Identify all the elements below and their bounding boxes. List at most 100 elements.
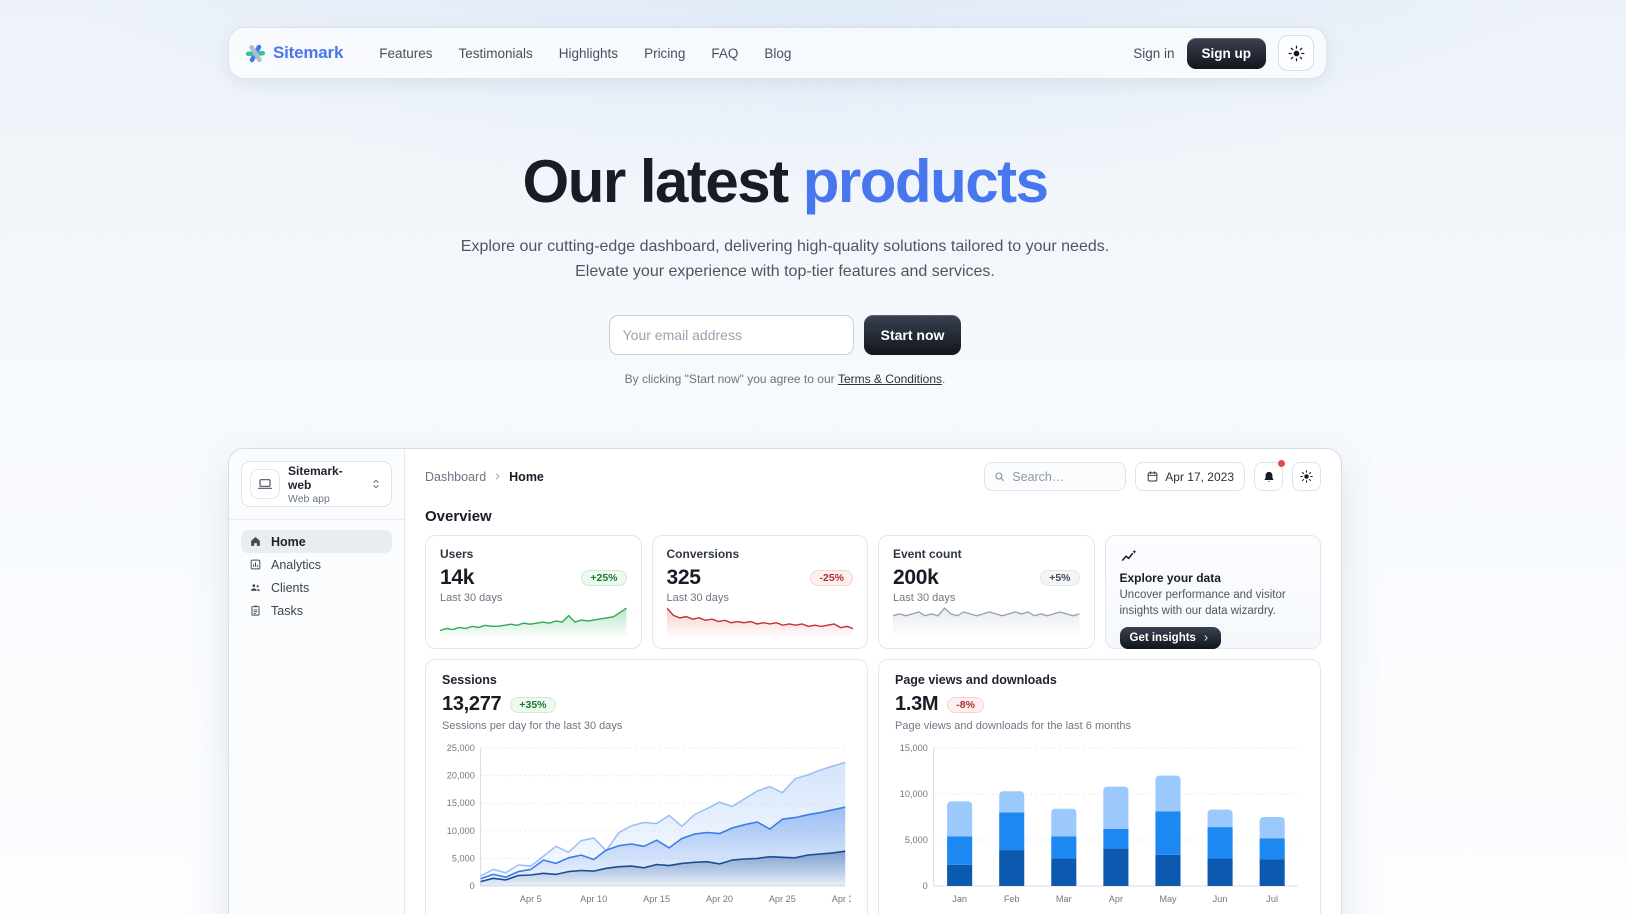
nav-link-testimonials[interactable]: Testimonials xyxy=(458,45,533,61)
brand-name: Sitemark xyxy=(273,43,344,62)
workspace-type: Web app xyxy=(288,492,330,505)
chevron-right-icon xyxy=(1201,633,1211,643)
notifications-button[interactable] xyxy=(1254,460,1285,491)
bell-icon xyxy=(1262,470,1276,484)
chart-subtitle: Page views and downloads for the last 6 … xyxy=(895,720,1132,732)
svg-text:Apr 10: Apr 10 xyxy=(580,894,607,904)
stat-value: 200k xyxy=(893,566,939,589)
breadcrumb-current: Home xyxy=(509,469,544,484)
sidebar-item-label: Analytics xyxy=(271,557,322,572)
svg-text:0: 0 xyxy=(923,881,928,891)
sun-icon xyxy=(1287,44,1306,63)
svg-text:May: May xyxy=(1159,894,1177,904)
pageviews-bar-chart: 0 5,000 10,000 15,000 Jan Feb Mar Apr May Jun Jul xyxy=(900,743,1299,904)
stat-title: Event count xyxy=(893,547,962,561)
chart-badge: -8% xyxy=(947,696,984,713)
svg-text:Feb: Feb xyxy=(1004,894,1020,904)
stat-card-event-count: Event count 200k +5% Last 30 days xyxy=(878,535,1095,649)
hero-subtitle: Explore our cutting-edge dashboard, deli… xyxy=(460,238,1110,280)
stat-value: 14k xyxy=(440,566,475,589)
notification-dot xyxy=(1278,460,1285,467)
chart-row: Sessions 13,277 +35% Sessions per day fo… xyxy=(425,659,1321,914)
terms-note: By clicking "Start now" you agree to our… xyxy=(624,371,946,386)
sitemark-logo-icon xyxy=(245,43,266,64)
breadcrumb: Dashboard Home xyxy=(425,470,544,484)
terms-link[interactable]: Terms & Conditions xyxy=(837,371,942,386)
laptop-icon xyxy=(250,469,280,499)
people-icon xyxy=(249,581,262,594)
pageviews-chart-card: Page views and downloads 1.3M -8% Page v… xyxy=(878,659,1321,914)
get-insights-button[interactable]: Get insights xyxy=(1119,627,1221,650)
sidebar-item-home[interactable]: Home xyxy=(241,530,392,553)
calendar-icon xyxy=(1146,470,1159,483)
svg-text:5,000: 5,000 xyxy=(452,853,475,863)
sidebar-item-label: Home xyxy=(271,534,306,549)
signup-form: Start now xyxy=(228,314,1342,355)
dashboard-theme-toggle-button[interactable] xyxy=(1292,462,1321,491)
dashboard-main: Dashboard Home Apr 17, 2023 xyxy=(405,449,1341,914)
stat-caption: Last 30 days xyxy=(666,592,729,604)
email-field[interactable] xyxy=(608,314,854,355)
search-input[interactable] xyxy=(1012,469,1118,484)
nav-link-faq[interactable]: FAQ xyxy=(711,45,739,61)
stat-caption: Last 30 days xyxy=(440,592,503,604)
svg-text:15,000: 15,000 xyxy=(900,743,928,753)
brand[interactable]: Sitemark xyxy=(245,43,343,64)
sign-in-link[interactable]: Sign in xyxy=(1133,45,1175,61)
sidebar-item-clients[interactable]: Clients xyxy=(241,576,392,599)
sidebar-item-analytics[interactable]: Analytics xyxy=(241,553,392,576)
chart-badge: +35% xyxy=(510,696,556,713)
sparkline-chart xyxy=(666,604,853,637)
sidebar-item-tasks[interactable]: Tasks xyxy=(241,599,392,622)
sidebar-divider xyxy=(229,519,404,520)
search-input-wrap xyxy=(984,462,1127,491)
svg-text:Apr 30: Apr 30 xyxy=(832,894,851,904)
sign-up-button[interactable]: Sign up xyxy=(1186,37,1266,69)
search-icon xyxy=(993,470,1006,483)
page-title-accent: products xyxy=(802,148,1049,215)
svg-text:10,000: 10,000 xyxy=(447,826,475,836)
tasks-icon xyxy=(249,604,262,617)
svg-text:5,000: 5,000 xyxy=(905,835,928,845)
nav-link-blog[interactable]: Blog xyxy=(764,45,792,61)
top-navbar: Sitemark Features Testimonials Highlights P… xyxy=(228,27,1327,79)
svg-text:10,000: 10,000 xyxy=(900,789,928,799)
svg-text:15,000: 15,000 xyxy=(447,798,475,808)
stat-title: Users xyxy=(440,547,474,561)
svg-text:Jul: Jul xyxy=(1266,894,1278,904)
chart-value: 13,277 xyxy=(442,693,502,715)
stat-badge: +5% xyxy=(1040,570,1080,586)
stat-badge: +25% xyxy=(581,570,627,586)
start-now-button[interactable]: Start now xyxy=(863,314,962,355)
insights-icon xyxy=(1120,547,1307,565)
svg-text:Apr 5: Apr 5 xyxy=(520,894,542,904)
nav-link-highlights[interactable]: Highlights xyxy=(558,45,619,61)
svg-text:Apr 15: Apr 15 xyxy=(643,894,670,904)
unfold-more-icon xyxy=(369,477,383,491)
nav-link-features[interactable]: Features xyxy=(379,45,433,61)
hero-section: Our latest products Explore our cutting-… xyxy=(228,150,1342,386)
chevron-right-icon xyxy=(492,471,503,482)
dashboard-sidebar: Sitemark-web Web app Home Analytics Client… xyxy=(229,449,405,914)
sessions-area-chart: 0 5,000 10,000 15,000 20,000 25,000 Apr 5 Apr 1… xyxy=(447,743,851,904)
chart-title: Sessions xyxy=(442,673,497,687)
stat-value: 325 xyxy=(666,566,701,589)
nav-link-pricing[interactable]: Pricing xyxy=(644,45,686,61)
svg-text:Jun: Jun xyxy=(1213,894,1228,904)
sparkline-chart xyxy=(440,604,627,637)
svg-text:25,000: 25,000 xyxy=(447,743,475,753)
theme-toggle-button[interactable] xyxy=(1278,35,1314,71)
chart-value: 1.3M xyxy=(895,693,939,715)
svg-text:Jan: Jan xyxy=(952,894,967,904)
sidebar-item-label: Tasks xyxy=(271,603,303,618)
svg-text:Apr 20: Apr 20 xyxy=(706,894,733,904)
workspace-select[interactable]: Sitemark-web Web app xyxy=(241,461,392,507)
sparkline-chart xyxy=(893,604,1080,637)
dashboard-preview: Sitemark-web Web app Home Analytics Client… xyxy=(228,448,1342,914)
breadcrumb-root[interactable]: Dashboard xyxy=(425,469,487,484)
chart-title: Page views and downloads xyxy=(895,673,1057,687)
home-icon xyxy=(249,535,262,548)
stat-card-row: Users 14k +25% Last 30 days Conversions 325 -2… xyxy=(425,535,1321,650)
date-picker-button[interactable]: Apr 17, 2023 xyxy=(1135,462,1245,491)
explore-data-card: Explore your data Uncover performance and… xyxy=(1104,535,1321,650)
